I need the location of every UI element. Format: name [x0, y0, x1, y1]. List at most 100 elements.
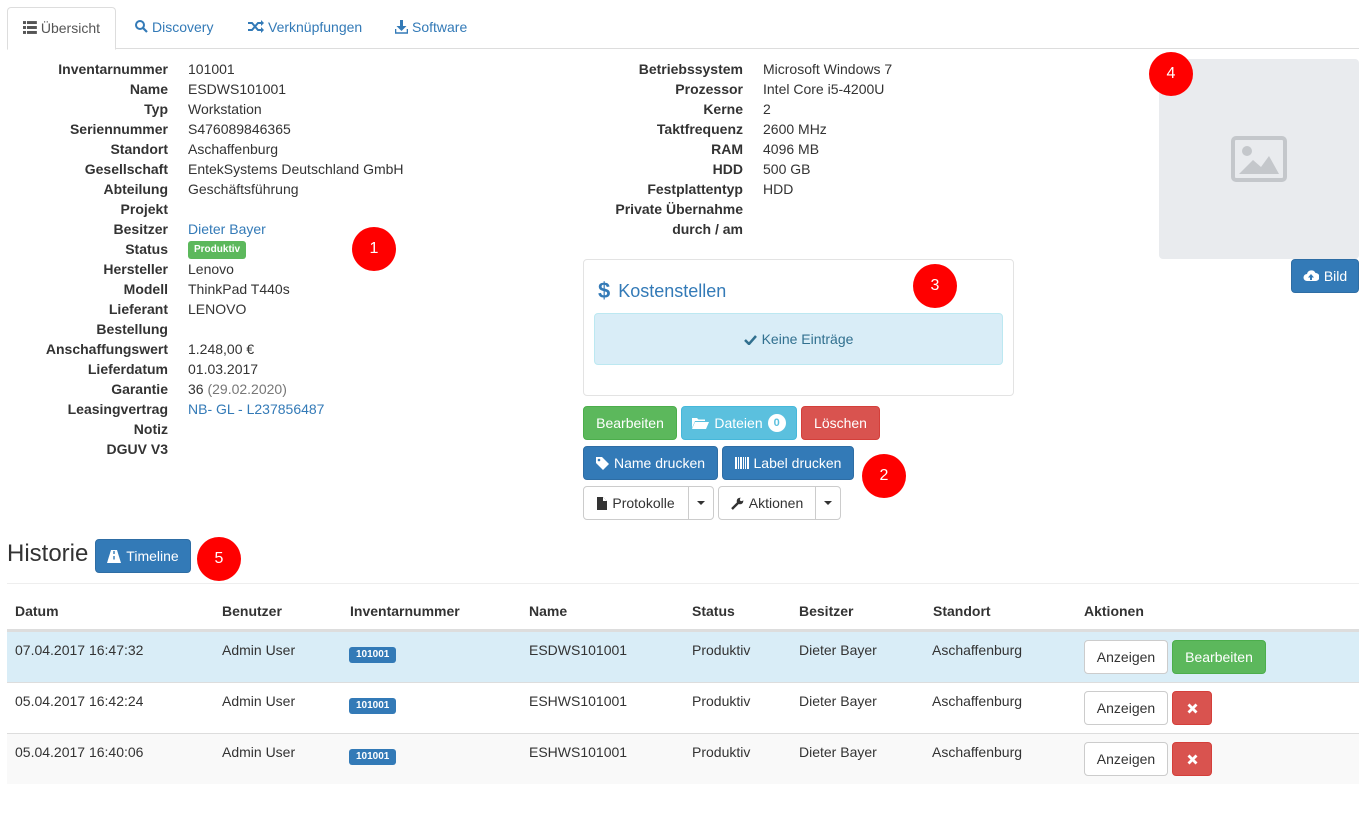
- edit-button[interactable]: Bearbeiten: [583, 406, 677, 440]
- label-betriebssystem: Betriebssystem: [638, 61, 743, 77]
- value-name: ESDWS101001: [188, 81, 287, 97]
- table-row: 05.04.2017 16:40:06 Admin User 101001 ES…: [7, 733, 1359, 784]
- aktionen-button-label: Aktionen: [748, 495, 804, 511]
- cell-datum: 05.04.2017 16:40:06: [15, 744, 144, 760]
- kostenstellen-empty-alert: Keine Einträge: [594, 313, 1003, 365]
- value-hdd: 500 GB: [763, 161, 811, 177]
- row-delete-button[interactable]: [1172, 742, 1212, 776]
- cell-status: Produktiv: [692, 642, 751, 658]
- image-icon: [1231, 136, 1287, 182]
- device-image-placeholder: [1159, 59, 1359, 259]
- cell-besitzer: Dieter Bayer: [799, 693, 877, 709]
- table-row: 05.04.2017 16:42:24 Admin User 101001 ES…: [7, 682, 1359, 733]
- cell-inventarnummer-badge: 101001: [349, 698, 397, 714]
- label-kerne: Kerne: [703, 101, 743, 117]
- label-leasingvertrag: Leasingvertrag: [67, 401, 168, 417]
- timeline-button-label: Timeline: [126, 548, 179, 564]
- value-besitzer-link[interactable]: Dieter Bayer: [188, 221, 266, 237]
- delete-button-label: Löschen: [814, 415, 867, 431]
- view-button[interactable]: Anzeigen: [1084, 691, 1168, 725]
- value-leasingvertrag-link[interactable]: NB- GL - L237856487: [188, 401, 325, 417]
- upload-image-button[interactable]: Bild: [1291, 259, 1359, 293]
- value-inventarnummer: 101001: [188, 61, 235, 77]
- barcode-icon: [734, 457, 749, 469]
- cell-benutzer: Admin User: [222, 642, 296, 658]
- cell-datum: 07.04.2017 16:47:32: [15, 642, 144, 658]
- label-anschaffungswert: Anschaffungswert: [45, 341, 168, 357]
- protocols-button[interactable]: Protokolle: [583, 486, 689, 520]
- print-label-button[interactable]: Label drucken: [722, 446, 854, 480]
- history-title: Historie: [7, 540, 89, 567]
- col-benutzer: Benutzer: [222, 603, 282, 619]
- value-abteilung: Geschäftsführung: [188, 181, 299, 197]
- aktionen-button[interactable]: Aktionen: [718, 486, 816, 520]
- kostenstellen-panel: $ Kostenstellen Keine Einträge: [583, 259, 1014, 396]
- label-lieferdatum: Lieferdatum: [87, 361, 168, 377]
- label-standort: Standort: [110, 141, 168, 157]
- view-button-label: Anzeigen: [1096, 751, 1156, 767]
- label-status: Status: [125, 241, 168, 257]
- label-projekt: Projekt: [120, 201, 168, 217]
- print-label-label: Label drucken: [753, 455, 842, 471]
- cell-name: ESHWS101001: [529, 693, 628, 709]
- cell-inventarnummer-badge: 101001: [349, 647, 397, 663]
- cloud-upload-icon: [1303, 270, 1319, 281]
- tag-icon: [595, 456, 609, 470]
- files-button[interactable]: Dateien 0: [681, 406, 797, 440]
- label-private-uebernahme: Private Übernahme: [615, 201, 743, 217]
- tab-label: Software: [412, 19, 468, 35]
- timeline-button[interactable]: Timeline: [95, 539, 191, 573]
- row-delete-button[interactable]: [1172, 691, 1212, 725]
- label-prozessor: Prozessor: [675, 81, 743, 97]
- marker-5: 5: [197, 537, 241, 581]
- cell-benutzer: Admin User: [222, 693, 296, 709]
- label-bestellung: Bestellung: [96, 321, 168, 337]
- label-hdd: HDD: [712, 161, 743, 177]
- tab-software[interactable]: Software: [395, 7, 467, 49]
- view-button[interactable]: Anzeigen: [1084, 640, 1168, 674]
- list-icon: [23, 21, 37, 34]
- table-header: Datum Benutzer Inventarnummer Name Statu…: [7, 592, 1359, 631]
- cell-besitzer: Dieter Bayer: [799, 642, 877, 658]
- label-hersteller: Hersteller: [103, 261, 168, 277]
- wrench-icon: [730, 497, 744, 510]
- label-ram: RAM: [711, 141, 743, 157]
- random-icon: [248, 20, 264, 33]
- tab-discovery[interactable]: Discovery: [135, 7, 213, 49]
- kostenstellen-empty-text: Keine Einträge: [761, 331, 854, 347]
- cell-name: ESDWS101001: [529, 642, 628, 658]
- upload-image-label: Bild: [1323, 268, 1348, 284]
- label-abteilung: Abteilung: [103, 181, 168, 197]
- value-typ: Workstation: [188, 101, 262, 117]
- print-name-button[interactable]: Name drucken: [583, 446, 718, 480]
- col-datum: Datum: [15, 603, 59, 619]
- view-button[interactable]: Anzeigen: [1084, 742, 1168, 776]
- table-row: 07.04.2017 16:47:32 Admin User 101001 ES…: [7, 631, 1359, 682]
- label-dguv: DGUV V3: [106, 441, 168, 457]
- tab-label: Verknüpfungen: [268, 19, 363, 35]
- aktionen-dropdown-toggle[interactable]: [815, 486, 841, 520]
- label-lieferant: Lieferant: [108, 301, 168, 317]
- col-name: Name: [529, 603, 568, 619]
- label-typ: Typ: [144, 101, 168, 117]
- close-icon: [1187, 754, 1197, 764]
- cell-standort: Aschaffenburg: [932, 744, 1023, 760]
- tab-verknuepfungen[interactable]: Verknüpfungen: [248, 7, 362, 49]
- tab-uebersicht[interactable]: Übersicht: [7, 7, 116, 50]
- label-festplattentyp: Festplattentyp: [647, 181, 743, 197]
- history-divider: [7, 583, 1359, 584]
- tab-label: Discovery: [152, 19, 214, 35]
- cell-status: Produktiv: [692, 693, 751, 709]
- col-status: Status: [692, 603, 735, 619]
- print-name-label: Name drucken: [613, 455, 706, 471]
- edit-button-label: Bearbeiten: [596, 415, 664, 431]
- col-inventarnummer: Inventarnummer: [350, 603, 460, 619]
- value-betriebssystem: Microsoft Windows 7: [763, 61, 893, 77]
- search-icon: [135, 20, 148, 33]
- row-edit-button[interactable]: Bearbeiten: [1172, 640, 1266, 674]
- label-besitzer: Besitzer: [113, 221, 168, 237]
- delete-button[interactable]: Löschen: [801, 406, 880, 440]
- value-taktfrequenz: 2600 MHz: [763, 121, 827, 137]
- protocols-dropdown-toggle[interactable]: [688, 486, 714, 520]
- value-lieferant: LENOVO: [188, 301, 247, 317]
